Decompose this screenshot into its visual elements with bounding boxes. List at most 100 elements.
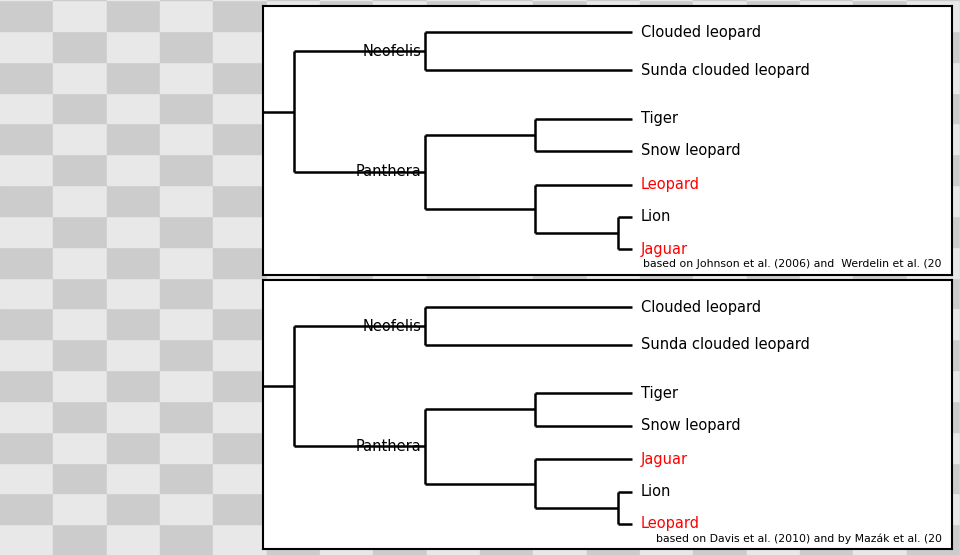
Bar bbox=[747, 401, 800, 432]
Bar bbox=[747, 123, 800, 154]
Bar bbox=[747, 493, 800, 524]
Bar bbox=[906, 216, 960, 246]
Bar bbox=[534, 93, 587, 123]
Text: Sunda clouded leopard: Sunda clouded leopard bbox=[640, 337, 809, 352]
Bar bbox=[747, 278, 800, 309]
Text: Tiger: Tiger bbox=[640, 111, 678, 126]
Bar bbox=[587, 123, 640, 154]
Bar bbox=[853, 93, 906, 123]
Bar bbox=[640, 123, 693, 154]
Bar bbox=[107, 216, 160, 246]
Bar bbox=[54, 216, 107, 246]
Bar bbox=[160, 493, 213, 524]
Bar bbox=[853, 154, 906, 185]
Bar bbox=[853, 123, 906, 154]
Bar bbox=[373, 246, 426, 278]
Bar bbox=[853, 0, 906, 31]
Bar bbox=[747, 62, 800, 93]
Bar bbox=[853, 432, 906, 462]
Bar bbox=[693, 185, 747, 216]
Bar bbox=[0, 370, 54, 401]
Bar bbox=[320, 93, 373, 123]
Bar bbox=[267, 493, 320, 524]
Bar bbox=[213, 123, 267, 154]
Bar bbox=[534, 278, 587, 309]
Text: Clouded leopard: Clouded leopard bbox=[640, 300, 761, 315]
Bar bbox=[800, 62, 853, 93]
Bar bbox=[373, 432, 426, 462]
Bar bbox=[640, 432, 693, 462]
Bar bbox=[534, 246, 587, 278]
Bar bbox=[54, 462, 107, 493]
Bar bbox=[534, 31, 587, 62]
Text: Panthera: Panthera bbox=[356, 164, 421, 179]
Bar bbox=[906, 185, 960, 216]
Bar bbox=[160, 401, 213, 432]
Bar bbox=[800, 246, 853, 278]
Bar bbox=[853, 370, 906, 401]
Bar bbox=[426, 216, 480, 246]
Bar bbox=[213, 524, 267, 555]
Bar bbox=[373, 31, 426, 62]
Bar bbox=[640, 93, 693, 123]
Bar bbox=[747, 185, 800, 216]
Bar bbox=[0, 154, 54, 185]
Bar bbox=[800, 432, 853, 462]
Text: Neofelis: Neofelis bbox=[363, 44, 421, 59]
Bar bbox=[640, 524, 693, 555]
Bar bbox=[906, 401, 960, 432]
Bar bbox=[640, 493, 693, 524]
Bar bbox=[320, 123, 373, 154]
Text: Panthera: Panthera bbox=[356, 439, 421, 454]
Bar bbox=[480, 154, 534, 185]
Bar bbox=[54, 62, 107, 93]
Bar bbox=[534, 123, 587, 154]
Bar bbox=[0, 31, 54, 62]
Bar bbox=[640, 309, 693, 339]
Bar bbox=[54, 93, 107, 123]
Bar bbox=[107, 31, 160, 62]
Bar bbox=[107, 309, 160, 339]
Bar bbox=[160, 93, 213, 123]
Bar bbox=[107, 432, 160, 462]
Bar bbox=[534, 0, 587, 31]
Bar bbox=[534, 185, 587, 216]
Bar bbox=[693, 278, 747, 309]
Bar bbox=[587, 62, 640, 93]
Bar bbox=[853, 524, 906, 555]
Bar bbox=[906, 432, 960, 462]
Bar bbox=[587, 309, 640, 339]
Text: Leopard: Leopard bbox=[640, 177, 700, 192]
Bar bbox=[213, 370, 267, 401]
Bar bbox=[480, 31, 534, 62]
Text: Jaguar: Jaguar bbox=[640, 241, 688, 256]
Bar bbox=[587, 216, 640, 246]
Bar bbox=[480, 93, 534, 123]
Bar bbox=[747, 370, 800, 401]
Bar bbox=[747, 432, 800, 462]
Bar bbox=[587, 493, 640, 524]
Bar bbox=[0, 62, 54, 93]
Bar bbox=[267, 31, 320, 62]
Bar bbox=[906, 524, 960, 555]
Bar bbox=[160, 31, 213, 62]
Bar bbox=[587, 154, 640, 185]
Bar bbox=[426, 278, 480, 309]
Bar bbox=[267, 93, 320, 123]
Bar bbox=[747, 154, 800, 185]
Bar bbox=[800, 278, 853, 309]
Bar bbox=[800, 216, 853, 246]
Bar bbox=[373, 370, 426, 401]
Bar bbox=[213, 339, 267, 370]
Bar bbox=[426, 123, 480, 154]
Bar bbox=[480, 0, 534, 31]
Bar bbox=[853, 278, 906, 309]
Bar bbox=[906, 62, 960, 93]
Bar bbox=[640, 462, 693, 493]
Bar bbox=[267, 246, 320, 278]
Bar bbox=[640, 246, 693, 278]
Bar bbox=[480, 185, 534, 216]
Bar bbox=[0, 309, 54, 339]
Bar bbox=[107, 462, 160, 493]
Bar bbox=[747, 524, 800, 555]
